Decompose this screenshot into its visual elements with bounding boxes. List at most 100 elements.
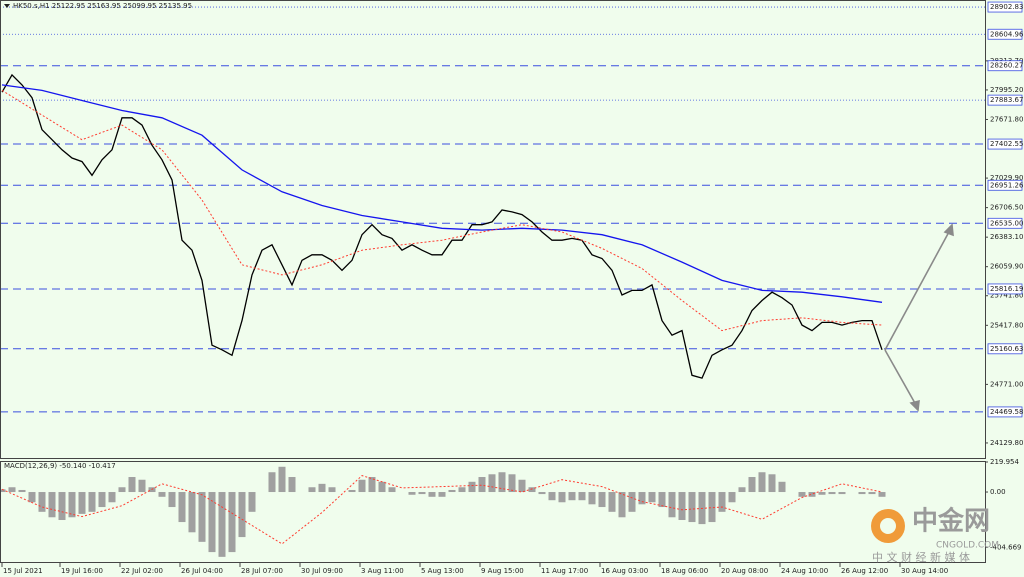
histogram-bar	[268, 472, 276, 493]
histogram-bar	[98, 492, 106, 508]
histogram-bar	[408, 492, 416, 495]
x-tick-label: 24 Aug 10:00	[781, 567, 828, 575]
level-label-box	[987, 138, 1023, 150]
histogram-bar	[478, 477, 486, 493]
menu-triangle	[4, 4, 10, 8]
y-tick-label: 27671.80	[990, 115, 1023, 123]
level-label-box	[987, 406, 1023, 418]
histogram-bar	[128, 477, 136, 493]
arrow-up	[884, 229, 951, 351]
histogram-bar	[838, 492, 846, 495]
level-label: 24469.58	[990, 408, 1023, 416]
level-label: 26951.26	[990, 181, 1024, 189]
x-tick-label: 5 Aug 13:00	[421, 567, 464, 575]
y-tick-label: 26706.50	[990, 204, 1023, 212]
y-tick-label: 26059.90	[990, 263, 1023, 271]
level-label-box	[987, 1, 1023, 13]
histogram-bar	[608, 492, 616, 512]
price-panel-border	[0, 0, 986, 459]
histogram-bar	[388, 487, 396, 493]
level-label: 25160.63	[990, 345, 1023, 353]
histogram-bar	[358, 479, 366, 493]
x-tick-label: 15 Jul 2021	[3, 567, 43, 575]
histogram-bar	[558, 492, 566, 503]
histogram-bar	[858, 492, 866, 495]
level-label-box	[987, 217, 1023, 229]
histogram-bar	[88, 492, 96, 512]
histogram-bar	[188, 492, 196, 533]
histogram-bar	[658, 492, 666, 508]
histogram-bar	[218, 492, 226, 557]
histogram-bar	[118, 487, 126, 493]
histogram-bar	[308, 487, 316, 493]
histogram-bar	[368, 477, 376, 493]
histogram-bar	[648, 492, 656, 503]
x-tick-label: 26 Jul 04:00	[181, 567, 223, 575]
level-label: 28260.27	[990, 62, 1023, 70]
series-line	[1, 73, 883, 379]
series-line	[1, 89, 883, 332]
x-tick-label: 9 Aug 15:00	[481, 567, 524, 575]
histogram-bar	[778, 481, 786, 493]
level-label-box	[987, 28, 1023, 40]
chart-title: HK50.s,H1 25122.95 25163.95 25099.95 251…	[13, 2, 192, 10]
level-label: 26535.00	[990, 219, 1023, 227]
histogram-bar	[18, 489, 26, 493]
histogram-bar	[418, 492, 426, 495]
histogram-bar	[548, 492, 556, 501]
level-label: 25816.19	[990, 285, 1023, 293]
level-label: 28604.96	[990, 30, 1024, 38]
level-label-box	[987, 283, 1023, 295]
histogram-bar	[798, 492, 806, 497]
histogram-bar	[448, 489, 456, 493]
histogram-bar	[438, 492, 446, 497]
histogram-bar	[528, 487, 536, 493]
histogram-bar	[748, 477, 756, 493]
x-tick-label: 30 Aug 14:00	[901, 567, 948, 575]
histogram-bar	[568, 492, 576, 501]
histogram-bar	[328, 487, 336, 493]
macd-panel-border	[0, 461, 986, 563]
histogram-bar	[668, 492, 676, 518]
x-tick-label: 20 Aug 08:00	[721, 567, 768, 575]
histogram-bar	[228, 492, 236, 553]
watermark-site: CNGOLD.COM	[936, 541, 999, 551]
histogram-bar	[248, 492, 256, 512]
level-label-box	[987, 343, 1023, 355]
histogram-bar	[508, 474, 516, 493]
histogram-bar	[108, 492, 116, 503]
watermark-slogan: 中 文 财 经 新 媒 体	[872, 550, 970, 564]
histogram-bar	[138, 479, 146, 493]
logo-inner	[880, 518, 896, 534]
histogram-bar	[598, 492, 606, 508]
histogram-bar	[728, 492, 736, 503]
y-tick-label: -404.669	[990, 543, 1021, 551]
y-tick-label: 24129.80	[990, 439, 1023, 447]
histogram-bar	[48, 492, 56, 518]
histogram-bar	[458, 487, 466, 493]
histogram-bar	[718, 492, 726, 512]
histogram-bar	[428, 492, 436, 497]
series-line	[1, 475, 883, 545]
histogram-bar	[78, 492, 86, 514]
histogram-bar	[538, 492, 546, 495]
histogram-bar	[618, 492, 626, 518]
level-label-box	[987, 179, 1023, 191]
x-tick-label: 18 Aug 06:00	[661, 567, 708, 575]
histogram-bar	[758, 472, 766, 493]
arrow-head	[909, 399, 920, 412]
histogram-bar	[488, 474, 496, 493]
histogram-bar	[808, 492, 816, 497]
level-label-box	[987, 94, 1023, 106]
histogram-bar	[498, 472, 506, 493]
histogram-bar	[68, 492, 76, 518]
histogram-bar	[868, 492, 876, 495]
x-tick-label: 28 Jul 07:00	[241, 567, 283, 575]
histogram-bar	[288, 477, 296, 493]
level-label: 27402.55	[990, 140, 1023, 148]
histogram-bar	[158, 492, 166, 497]
histogram-bar	[278, 466, 286, 493]
histogram-bar	[58, 492, 66, 521]
histogram-bar	[8, 487, 16, 493]
